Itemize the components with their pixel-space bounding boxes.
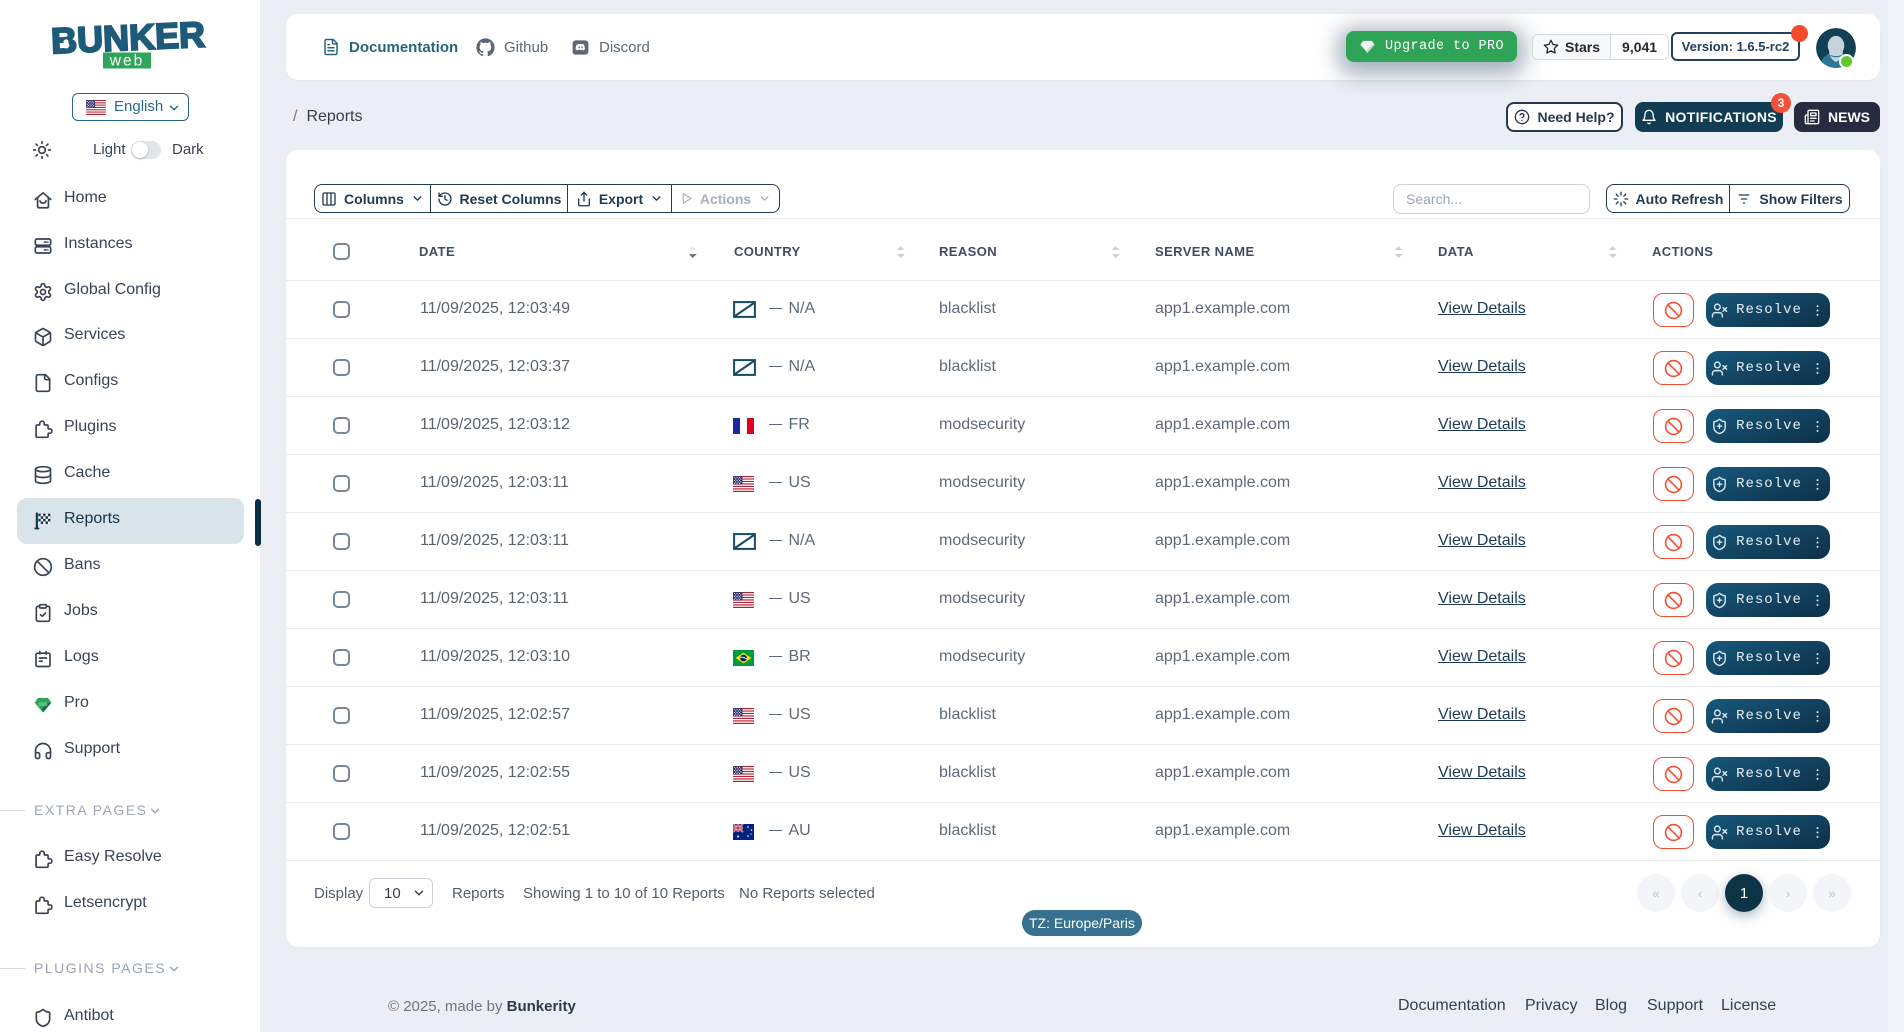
svg-text:web: web xyxy=(109,53,144,70)
svg-text:BUNKER: BUNKER xyxy=(50,14,206,61)
